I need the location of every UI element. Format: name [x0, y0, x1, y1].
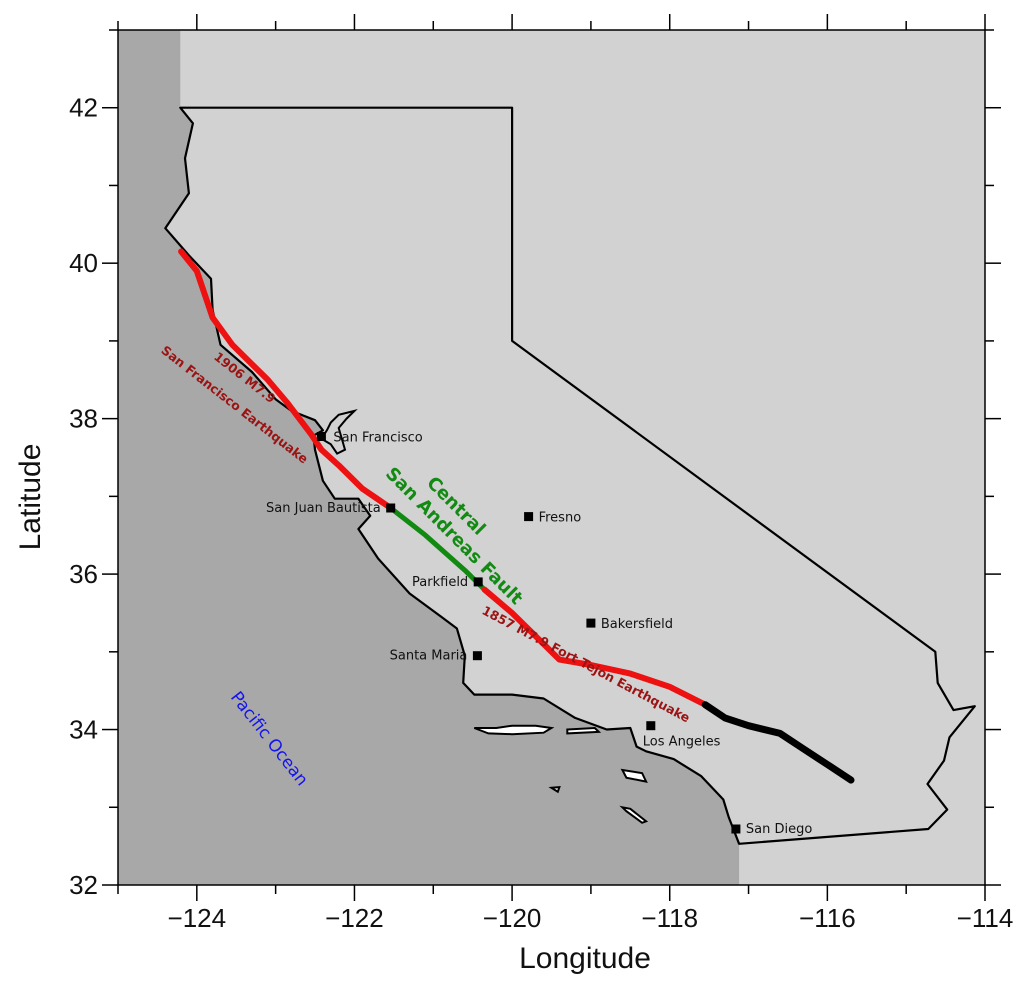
island-1 [566, 726, 602, 735]
city-label-5: Santa Maria [390, 649, 468, 664]
california-outline [164, 106, 976, 845]
city-marker-6 [646, 721, 656, 731]
rupture-1857-line [481, 586, 709, 708]
city-label-0: San Francisco [333, 431, 422, 446]
city-label-2: Fresno [539, 511, 582, 526]
city-label-7: San Diego [746, 822, 812, 837]
plot-frame [117, 29, 986, 886]
island-0 [473, 724, 555, 736]
x-tick-label: −122 [325, 903, 384, 933]
southern-fault-line [701, 701, 855, 784]
channel-islands [473, 724, 649, 824]
sf-bay-outline [319, 409, 358, 455]
y-tick-label: 38 [69, 404, 98, 434]
city-marker-0 [316, 432, 326, 441]
axis-ticks: −124 −122 −120 −118 −116 −114 32 34 36 38 40 42 [69, 14, 1013, 933]
y-tick-label: 40 [69, 248, 98, 278]
x-tick-label: −118 [641, 903, 698, 933]
y-tick-label: 42 [69, 93, 98, 123]
city-markers: San Francisco San Juan Bautista Fresno Park… [266, 431, 812, 838]
map-layer: San Francisco San Juan Bautista Fresno Park… [164, 30, 985, 885]
city-label-4: Bakersfield [601, 617, 673, 632]
x-tick-label: −116 [799, 903, 856, 933]
city-marker-4 [586, 618, 596, 628]
x-tick-label: −120 [483, 903, 542, 933]
island-4 [619, 805, 649, 824]
city-marker-5 [472, 651, 482, 661]
land-shading [165, 30, 985, 885]
y-tick-label: 36 [69, 559, 98, 589]
x-tick-label: −124 [168, 903, 227, 933]
x-axis-title: Longitude [519, 942, 651, 975]
city-label-1: San Juan Bautista [266, 501, 381, 516]
city-marker-7 [731, 824, 741, 834]
y-tick-label: 34 [69, 715, 98, 745]
city-marker-3 [473, 577, 483, 587]
city-label-3: Parkfield [412, 575, 468, 590]
y-tick-label: 32 [69, 870, 98, 900]
y-axis-title: Latitude [14, 444, 47, 551]
island-3 [548, 785, 561, 794]
rupture-1906-line [178, 248, 394, 511]
city-marker-2 [524, 512, 534, 522]
island-2 [620, 768, 648, 783]
city-marker-1 [386, 503, 396, 513]
x-tick-label: −114 [957, 903, 1014, 933]
city-label-6: Los Angeles [643, 735, 721, 750]
